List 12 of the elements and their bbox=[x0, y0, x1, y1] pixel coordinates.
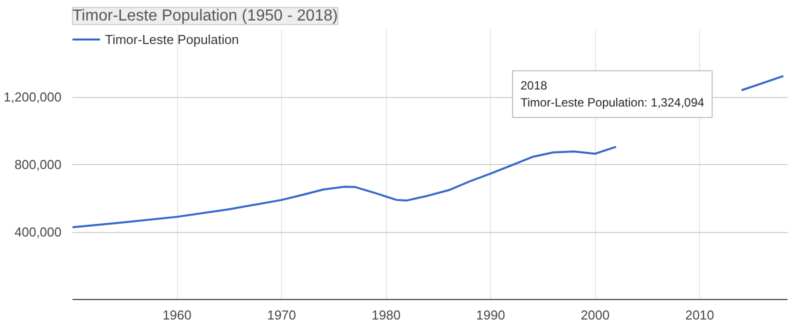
legend-label: Timor-Leste Population bbox=[105, 32, 239, 46]
y-tick-label: 800,000 bbox=[14, 157, 62, 172]
x-tick-label: 2010 bbox=[685, 308, 714, 322]
x-tick-label: 2000 bbox=[580, 308, 610, 322]
chart-title: Timor-Leste Population (1950 - 2018) bbox=[72, 8, 338, 24]
x-tick-label: 1990 bbox=[476, 308, 506, 322]
x-tick-label: 1980 bbox=[372, 308, 401, 322]
x-tick-label: 1970 bbox=[267, 308, 296, 322]
x-tick-label: 1960 bbox=[162, 308, 192, 322]
y-tick-label: 400,000 bbox=[14, 224, 62, 240]
annotation: 2018 Timor-Leste Population: 1,324,094 bbox=[520, 78, 704, 110]
y-tick-label: 1,200,000 bbox=[4, 90, 62, 104]
